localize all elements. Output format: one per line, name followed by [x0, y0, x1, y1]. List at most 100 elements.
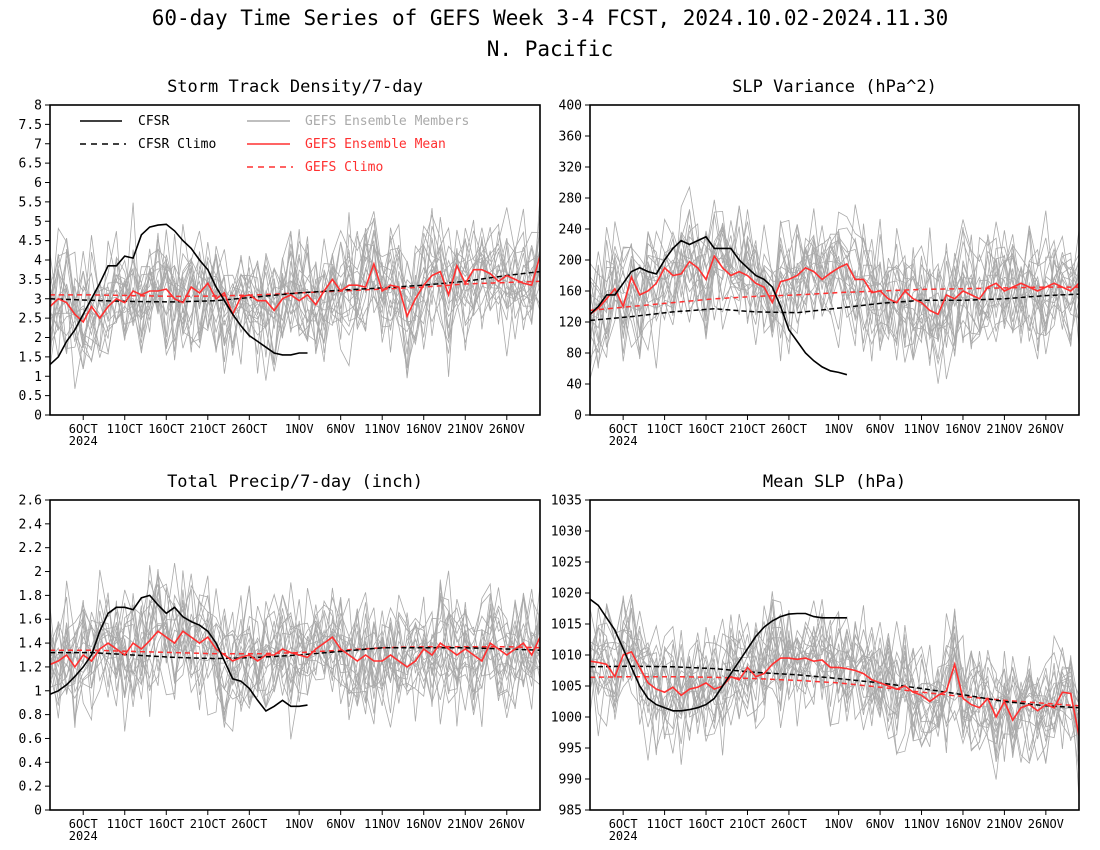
y-tick-label: 990 — [559, 773, 582, 788]
panel-title: Mean SLP (hPa) — [763, 472, 906, 492]
x-tick-label: 21NOV — [447, 817, 483, 831]
y-tick-label: 5 — [34, 215, 42, 230]
ensemble-member-line — [50, 195, 540, 358]
x-tick-label: 1NOV — [285, 422, 314, 436]
x-tick-label: 16NOV — [406, 422, 442, 436]
ensemble-member-line — [50, 588, 540, 732]
ensemble-members — [50, 563, 540, 740]
x-tick-label: 6NOV — [866, 817, 895, 831]
x-tick-label: 1NOV — [824, 817, 853, 831]
x-tick-label: 11NOV — [364, 422, 400, 436]
panel-total-precip: Total Precip/7-day (inch)00.20.40.60.811… — [19, 472, 541, 843]
figure-subtitle: N. Pacific — [487, 37, 613, 61]
x-tick-label: 21OCT — [190, 422, 226, 436]
y-tick-label: 1025 — [551, 556, 582, 571]
series-line-gefs-ensemble-mean — [590, 650, 1079, 736]
y-tick-label: 120 — [559, 316, 582, 331]
x-tick-label: 26NOV — [489, 817, 525, 831]
ensemble-member-line — [50, 582, 540, 717]
y-tick-label: 240 — [559, 223, 582, 238]
panel-storm-track-density: Storm Track Density/7-day 0 0.5 1 1.5 2 2.5 3 3.… — [19, 77, 541, 448]
ensemble-member-line — [590, 607, 1079, 748]
x-year-label: 2024 — [609, 434, 638, 448]
y-tick-label: 2.2 — [19, 541, 42, 556]
y-tick-label: 360 — [559, 130, 582, 145]
y-tick-label: 2 — [34, 331, 42, 346]
ensemble-member-line — [590, 621, 1079, 754]
series-line-cfsr — [590, 598, 847, 712]
ensemble-member-line — [50, 224, 540, 356]
x-tick-label: 16NOV — [945, 817, 981, 831]
x-tick-label: 6OCT — [609, 817, 638, 831]
y-tick-label: 2.5 — [19, 312, 42, 327]
x-tick-label: 21NOV — [986, 817, 1022, 831]
x-tick-label: 26OCT — [231, 422, 267, 436]
x-year-label: 2024 — [69, 829, 98, 843]
panel-mean-slp: Mean SLP (hPa) 985 990 995 1000 1005 1010 1015 1… — [551, 472, 1080, 843]
x-tick-label: 6NOV — [326, 422, 355, 436]
ensemble-member-line — [590, 610, 1079, 754]
x-tick-label: 21NOV — [986, 422, 1022, 436]
ensemble-member-line — [590, 233, 1079, 380]
y-tick-label: 400 — [559, 99, 582, 114]
plot-frame — [49, 104, 541, 416]
x-tick-label: 16OCT — [148, 817, 184, 831]
y-tick-label: 160 — [559, 285, 582, 300]
y-tick-label: 2 — [34, 565, 42, 580]
y-tick-label: 2.6 — [19, 494, 42, 509]
x-tick-label: 16OCT — [148, 422, 184, 436]
ensemble-member-line — [590, 221, 1079, 362]
panel-title: Total Precip/7-day (inch) — [167, 472, 423, 492]
x-tick-label: 6OCT — [69, 817, 98, 831]
series-line-cfsr-climo — [590, 293, 1079, 322]
panel-slp-variance: SLP Variance (hPa^2) 0 40 80 120 160 200 240 280… — [559, 77, 1080, 448]
x-tick-label: 6NOV — [326, 817, 355, 831]
ensemble-members — [590, 185, 1079, 384]
x-tick-label: 16NOV — [406, 817, 442, 831]
y-tick-label: 0.4 — [19, 756, 43, 771]
ensemble-member-line — [590, 608, 1079, 764]
series-line-gefs-ensemble-mean — [590, 254, 1079, 316]
y-tick-label: 1.5 — [19, 350, 42, 365]
ensemble-member-line — [50, 214, 540, 367]
y-tick-label: 0.5 — [19, 389, 42, 404]
x-tick-label: 21OCT — [190, 817, 226, 831]
series-line-cfsr — [590, 235, 848, 376]
ensemble-member-line — [590, 219, 1079, 369]
x-tick-label: 26OCT — [231, 817, 267, 831]
series-line-gefs-ensemble-mean — [50, 630, 540, 669]
ensemble-member-line — [590, 605, 1079, 751]
series-line-gefs-climo — [590, 286, 1079, 312]
x-tick-label: 16NOV — [945, 422, 981, 436]
y-tick-label: 2.4 — [19, 517, 43, 532]
ensemble-members — [590, 591, 1079, 797]
ensemble-member-line — [50, 579, 540, 716]
legend-label-gefs-climo: GEFS Climo — [305, 160, 383, 175]
y-tick-label: 0.2 — [19, 780, 42, 795]
x-tick-label: 6OCT — [69, 422, 98, 436]
x-tick-label: 16OCT — [688, 817, 724, 831]
y-tick-label: 40 — [566, 378, 582, 393]
y-tick-label: 3 — [34, 292, 42, 307]
y-tick-label: 5.5 — [19, 195, 42, 210]
x-tick-label: 26OCT — [771, 817, 807, 831]
x-tick-label: 11NOV — [364, 817, 400, 831]
x-tick-label: 11OCT — [647, 817, 683, 831]
y-tick-label: 0.6 — [19, 732, 42, 747]
x-tick-label: 26OCT — [771, 422, 807, 436]
legend-label-cfsr: CFSR — [138, 114, 169, 129]
y-tick-label: 1005 — [551, 680, 582, 695]
ensemble-member-line — [590, 223, 1079, 355]
x-tick-label: 1NOV — [824, 422, 853, 436]
y-tick-label: 995 — [559, 742, 582, 757]
y-tick-label: 0 — [574, 409, 582, 424]
x-tick-label: 26NOV — [489, 422, 525, 436]
panel-title: SLP Variance (hPa^2) — [732, 77, 937, 97]
ensemble-member-line — [590, 604, 1079, 764]
y-tick-label: 4.5 — [19, 234, 42, 249]
y-tick-label: 1.8 — [19, 589, 42, 604]
y-tick-label: 1.4 — [19, 637, 43, 652]
x-tick-label: 21NOV — [447, 422, 483, 436]
y-tick-label: 0.8 — [19, 708, 42, 723]
